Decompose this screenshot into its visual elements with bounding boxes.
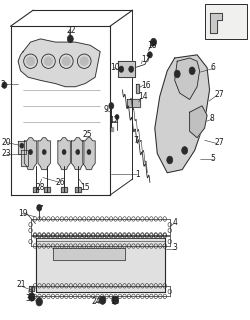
- Polygon shape: [36, 238, 165, 292]
- Text: 5: 5: [211, 154, 216, 163]
- Circle shape: [167, 156, 173, 164]
- Polygon shape: [18, 39, 100, 87]
- Circle shape: [174, 70, 180, 78]
- Ellipse shape: [62, 57, 71, 66]
- Circle shape: [115, 115, 119, 120]
- Circle shape: [37, 204, 42, 211]
- Circle shape: [20, 143, 24, 148]
- Polygon shape: [53, 248, 125, 260]
- Ellipse shape: [26, 57, 35, 66]
- Circle shape: [36, 298, 43, 306]
- Text: 28: 28: [36, 183, 45, 192]
- Polygon shape: [155, 55, 210, 173]
- Text: 19: 19: [18, 209, 28, 218]
- Polygon shape: [75, 187, 81, 192]
- Text: 14: 14: [139, 92, 148, 101]
- Polygon shape: [44, 187, 50, 192]
- Text: 20: 20: [2, 138, 12, 147]
- Text: 15: 15: [80, 183, 90, 192]
- Ellipse shape: [44, 57, 53, 66]
- Polygon shape: [83, 138, 95, 170]
- Polygon shape: [18, 141, 26, 154]
- Polygon shape: [128, 100, 140, 108]
- Circle shape: [87, 149, 91, 155]
- Circle shape: [62, 149, 66, 155]
- Polygon shape: [61, 187, 67, 192]
- Polygon shape: [190, 106, 207, 138]
- Ellipse shape: [80, 57, 88, 66]
- Text: 7: 7: [134, 136, 138, 145]
- Circle shape: [67, 35, 73, 43]
- Text: 36: 36: [26, 294, 35, 303]
- Text: 6: 6: [211, 63, 216, 72]
- Text: 25: 25: [83, 130, 92, 139]
- Circle shape: [42, 149, 46, 155]
- Circle shape: [109, 103, 114, 109]
- Text: 8: 8: [210, 114, 214, 123]
- Text: 3: 3: [172, 243, 177, 252]
- Text: 9: 9: [104, 105, 109, 114]
- Circle shape: [189, 67, 195, 75]
- Polygon shape: [136, 84, 140, 93]
- Circle shape: [129, 66, 134, 72]
- Text: 26: 26: [56, 178, 65, 187]
- Text: 27: 27: [214, 90, 224, 99]
- Circle shape: [182, 147, 188, 154]
- Circle shape: [28, 149, 32, 155]
- Text: 13: 13: [110, 297, 120, 306]
- Text: 4: 4: [172, 218, 177, 227]
- Circle shape: [148, 52, 152, 58]
- Polygon shape: [175, 58, 200, 100]
- Polygon shape: [58, 138, 70, 170]
- Polygon shape: [72, 138, 84, 170]
- Text: 11: 11: [226, 14, 235, 23]
- Text: 21: 21: [17, 280, 26, 289]
- Text: 10: 10: [110, 63, 120, 72]
- Polygon shape: [110, 126, 113, 131]
- Circle shape: [150, 38, 156, 46]
- Circle shape: [76, 149, 80, 155]
- Text: 2: 2: [1, 80, 6, 89]
- Polygon shape: [20, 150, 28, 166]
- Circle shape: [100, 296, 106, 304]
- Polygon shape: [118, 61, 135, 77]
- Polygon shape: [32, 187, 38, 192]
- Text: 1: 1: [135, 170, 140, 179]
- Polygon shape: [38, 138, 50, 170]
- Text: 12: 12: [109, 116, 118, 125]
- Circle shape: [112, 296, 118, 304]
- Circle shape: [28, 293, 35, 301]
- Text: 22: 22: [66, 27, 76, 36]
- Polygon shape: [24, 138, 37, 170]
- Circle shape: [2, 82, 7, 88]
- Polygon shape: [210, 13, 222, 33]
- Circle shape: [218, 14, 222, 19]
- Text: 27: 27: [214, 138, 224, 147]
- Text: 23: 23: [2, 149, 12, 158]
- Text: 16: 16: [141, 81, 151, 90]
- Polygon shape: [29, 286, 34, 291]
- Bar: [204, 4, 247, 39]
- Text: 18: 18: [148, 41, 157, 50]
- Circle shape: [211, 23, 216, 29]
- Text: 17: 17: [141, 55, 151, 64]
- Text: 24: 24: [92, 297, 101, 306]
- Circle shape: [119, 66, 124, 72]
